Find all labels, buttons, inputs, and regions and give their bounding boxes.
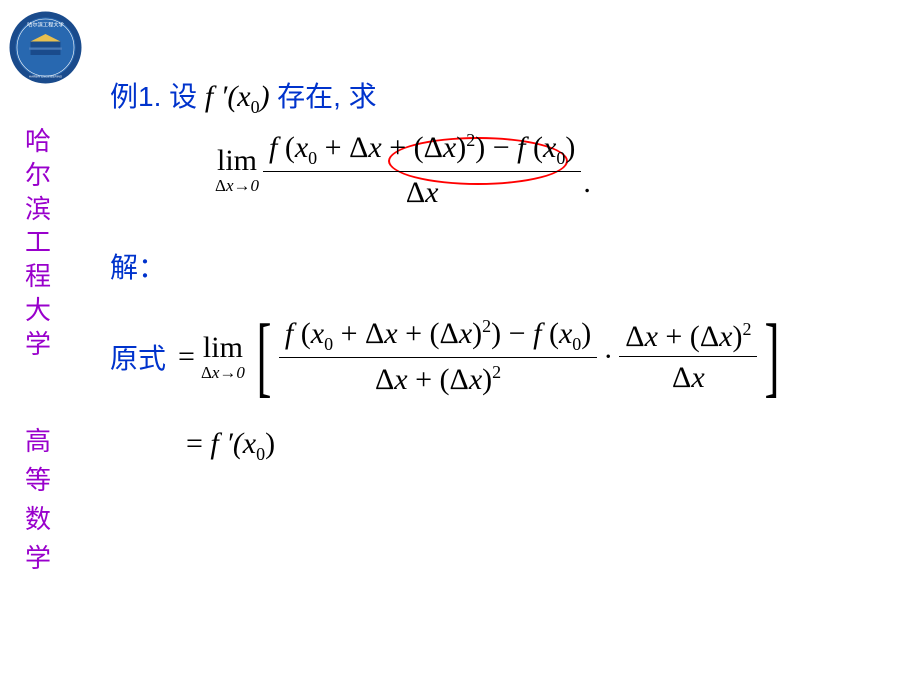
multiplication-dot: · [603, 340, 613, 374]
limit-operator-2: lim Δx→0 [201, 331, 245, 383]
example-label: 例1. 设 [110, 81, 205, 112]
fraction-2b: Δx + (Δx)2 Δx [619, 319, 757, 395]
solution-final: = f ′(x0) [186, 427, 900, 465]
course-name-vertical: 高 等 数 学 [25, 422, 55, 578]
fraction-2a: f (x0 + Δx + (Δx)2) − f (x0) Δx + (Δx)2 [279, 316, 597, 397]
char-shu: 数 [25, 500, 55, 539]
solution-step-1: 原式 = lim Δx→0 [ f (x0 + Δx + (Δx)2) − f … [110, 316, 900, 397]
main-content: 例1. 设 f ′(x0) 存在, 求 lim Δx→0 f (x0 + Δx … [110, 75, 900, 465]
limit-operator: lim Δx→0 [215, 144, 259, 196]
problem-statement: 例1. 设 f ′(x0) 存在, 求 [110, 75, 900, 118]
fprime-x0: f ′(x0) [205, 80, 277, 113]
exists-find: 存在, 求 [277, 81, 377, 112]
fraction-1: f (x0 + Δx + (Δx)2) − f (x0) Δx [263, 130, 581, 210]
left-bracket: [ [256, 321, 271, 393]
university-logo: 哈尔滨工程大学 HARBIN ENGINEERING [8, 10, 83, 85]
solution-label: 解： [110, 246, 900, 286]
university-name-vertical: 哈尔滨工程大学 [25, 125, 55, 362]
limit-formula-1: lim Δx→0 f (x0 + Δx + (Δx)2) − f (x0) Δx… [215, 130, 900, 210]
formula-period: . [583, 166, 591, 200]
svg-text:HARBIN ENGINEERING: HARBIN ENGINEERING [29, 75, 63, 79]
sidebar: 哈尔滨工程大学 高 等 数 学 [25, 125, 55, 578]
bracket-group: [ f (x0 + Δx + (Δx)2) − f (x0) Δx + (Δx)… [249, 316, 788, 397]
char-xue: 学 [25, 539, 55, 578]
original-expression-label: 原式 [110, 337, 166, 377]
char-deng: 等 [25, 461, 55, 500]
char-gao: 高 [25, 422, 55, 461]
right-bracket: ] [765, 321, 780, 393]
